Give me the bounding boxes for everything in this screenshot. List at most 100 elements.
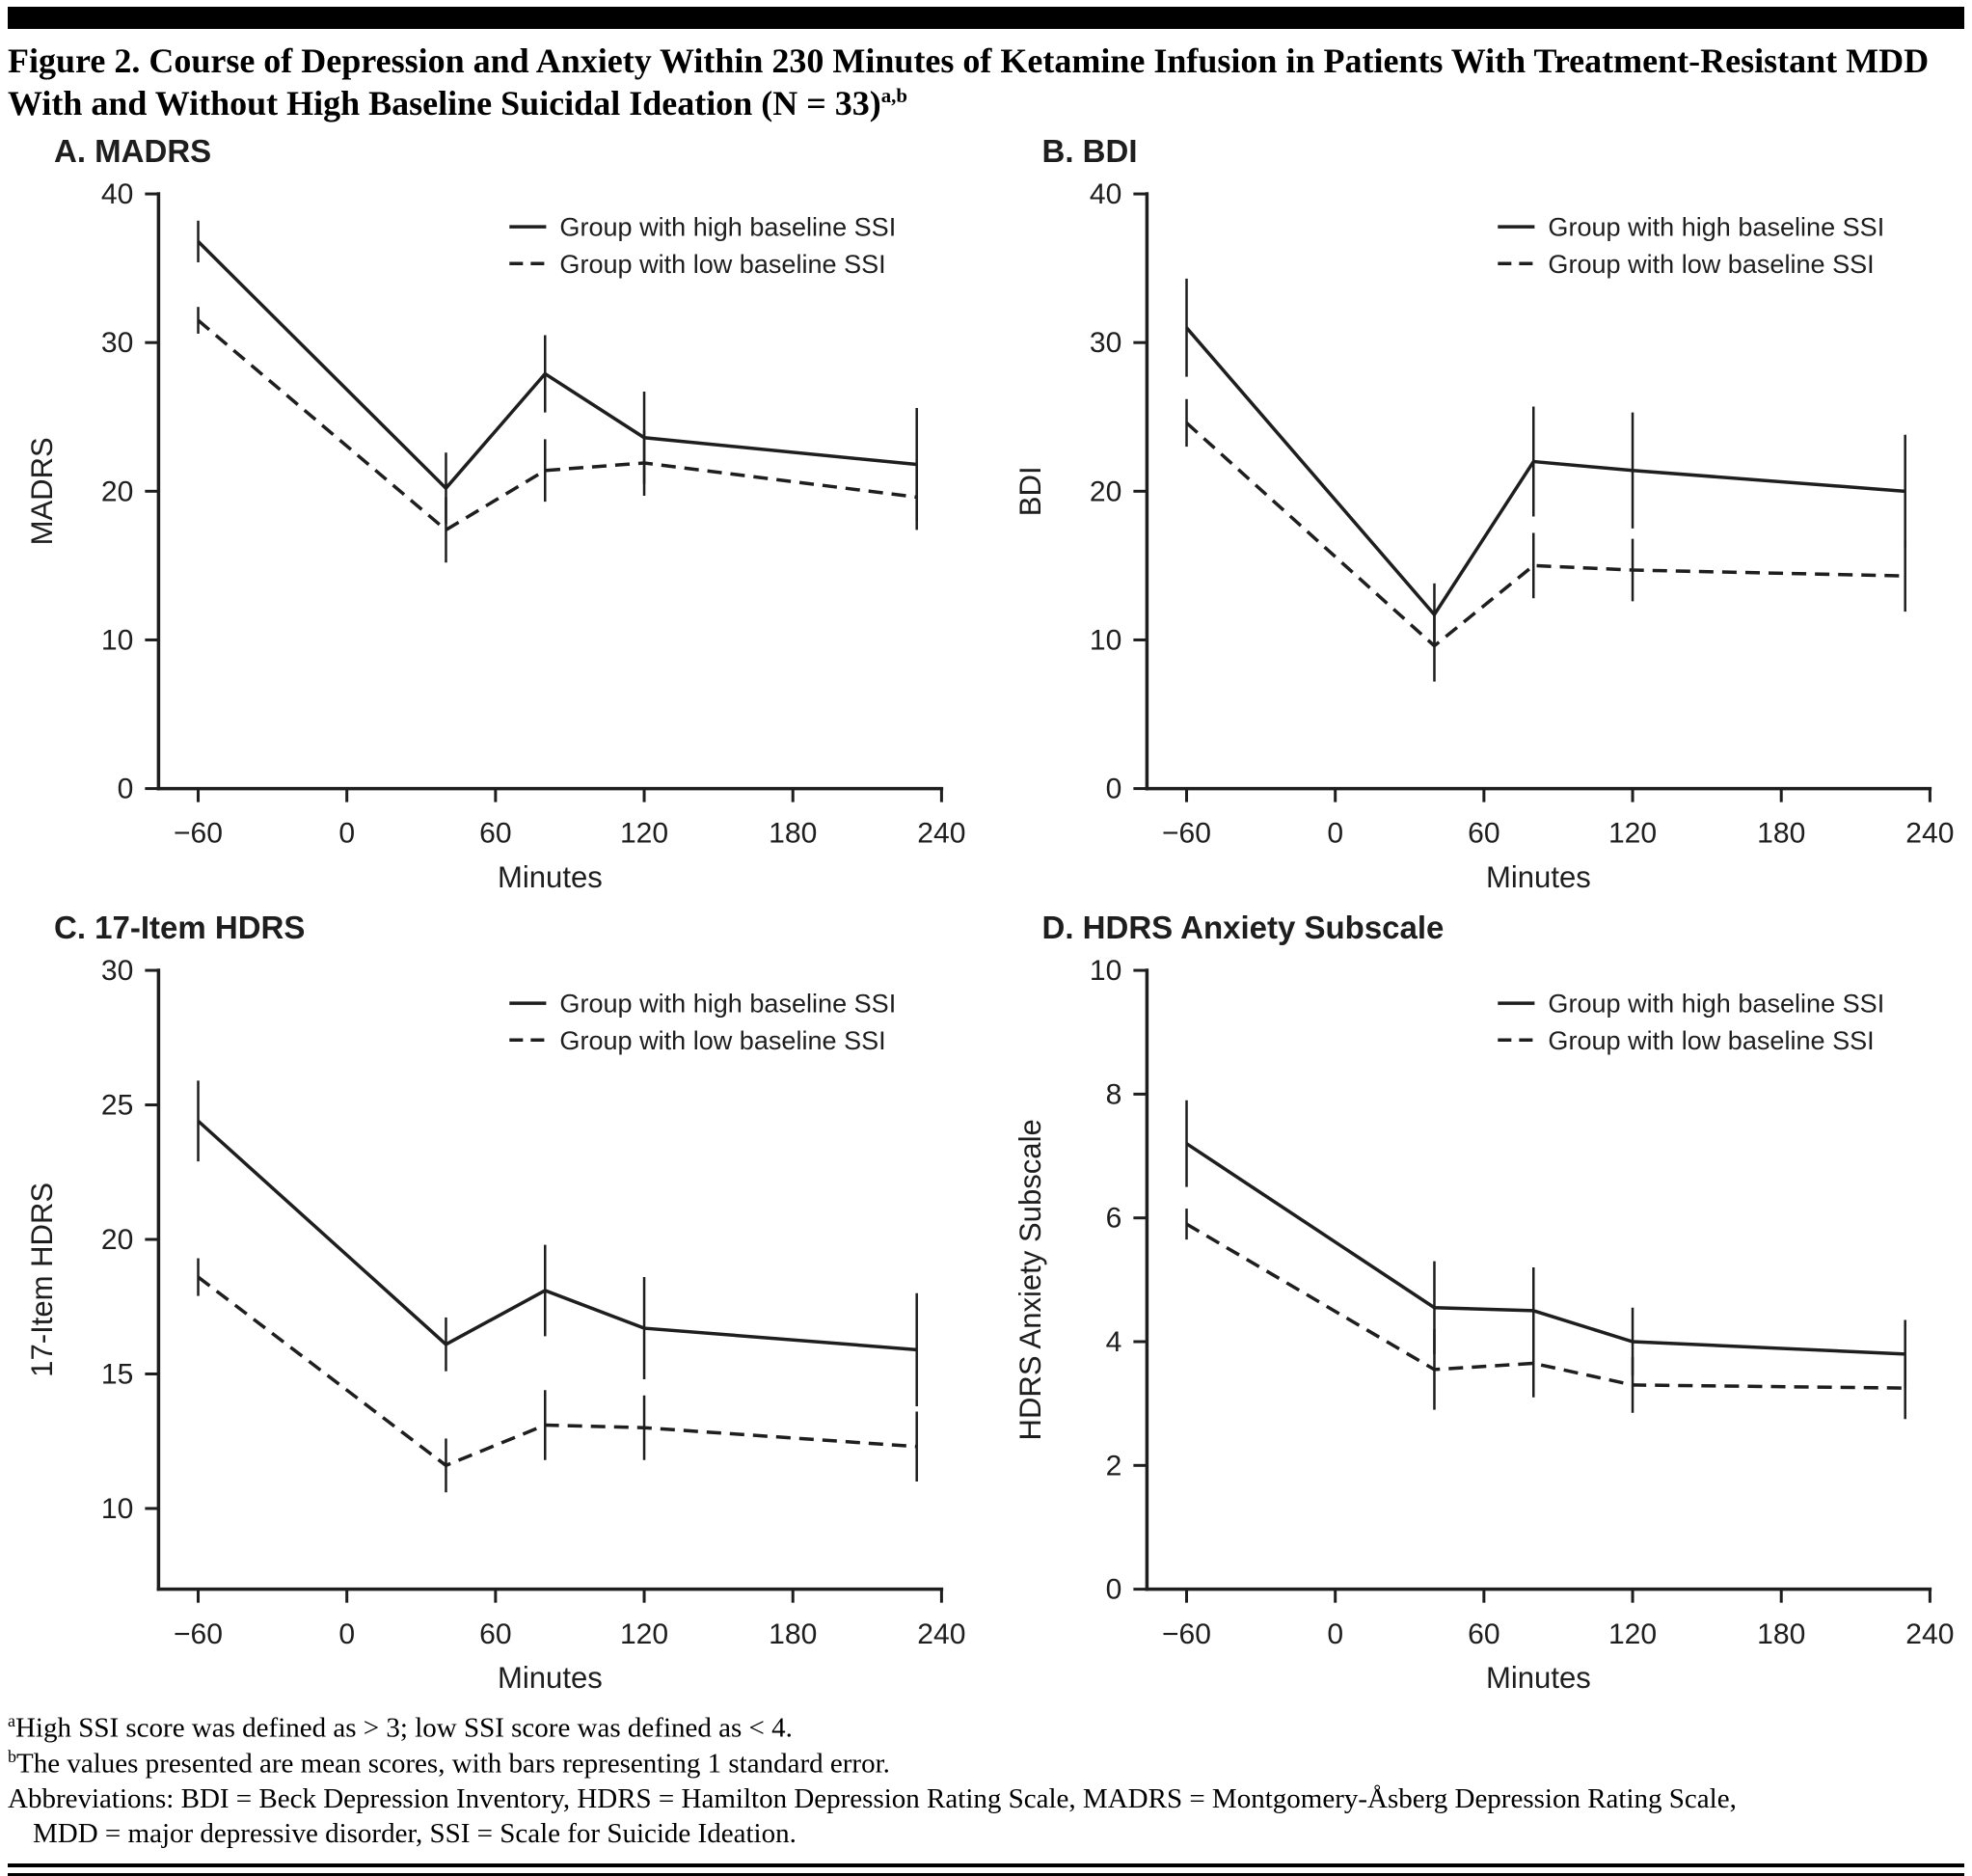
chart-A: 0 10 20 30 40 −60 0 60 120 180 240 MADRS Minutes Grou… [25,178,965,894]
legend-label: Group with high baseline SSI [1548,989,1884,1018]
x-tick-label: 0 [1327,818,1343,850]
x-axis-title: Minutes [498,860,603,894]
series-low-ssi-line [1184,421,1905,648]
series-low-ssi-line [197,1275,917,1467]
x-axis: −60 0 60 120 180 240 [174,788,965,850]
axes [156,192,944,791]
y-tick-label: 40 [1089,178,1121,210]
panel-title-B: B. BDI [1041,132,1138,169]
series-high-ssi-line [197,239,917,491]
legend: Group with high baseline SSI Group with l… [509,989,896,1054]
y-axis: 0 10 20 30 40 [101,178,159,804]
error-bars-low-ssi [1184,398,1906,682]
figure-title-line1: Figure 2. Course of Depression and Anxie… [8,41,1930,80]
error-bars-low-ssi [197,1258,918,1492]
x-tick-label: 120 [620,1618,668,1649]
error-bars-high-ssi [1184,1100,1906,1388]
y-tick-label: 20 [1089,476,1121,507]
x-tick-label: 180 [1757,1618,1805,1649]
chart-D: 0 2 4 6 8 10 −60 0 60 120 180 240 HDRS Anxiety Subsc… [1013,955,1954,1695]
series-high-ssi-line [1184,326,1905,617]
footnote-text: High SSI score was defined as > 3; low S… [14,1712,793,1744]
axes [156,967,944,1591]
y-tick-label: 20 [101,1224,133,1256]
y-tick-label: 8 [1105,1078,1121,1110]
chart-C: 10 15 20 25 30 −60 0 60 120 180 240 17-Item HDRS Min… [25,955,965,1695]
panel-B: B. BDI 0 10 20 30 40 −60 0 60 120 180 240 BDI Minutes… [992,129,1969,900]
x-tick-label: 60 [1468,1618,1499,1649]
x-axis: −60 0 60 120 180 240 [174,1589,965,1649]
x-axis-title: Minutes [498,1661,603,1695]
x-tick-label: 180 [1757,818,1805,850]
legend-label: Group with high baseline SSI [559,212,896,241]
legend-label: Group with low baseline SSI [559,250,885,279]
series-low-ssi-line [197,318,917,532]
x-axis-title: Minutes [1486,860,1591,894]
footnote-2: bThe values presented are mean scores, w… [8,1746,1962,1782]
y-axis-title: HDRS Anxiety Subscale [1013,1119,1047,1440]
x-tick-label: 180 [769,1618,817,1649]
x-tick-label: −60 [174,1618,223,1649]
y-tick-label: 40 [101,178,133,210]
x-tick-label: −60 [1162,1618,1211,1649]
y-tick-label: 2 [1105,1450,1121,1482]
footnote-text: The values presented are mean scores, wi… [15,1748,890,1780]
footnote-superscript: b [8,1747,16,1767]
x-tick-label: 240 [1905,1618,1954,1649]
error-bars-low-ssi [197,307,918,563]
footnotes: aHigh SSI score was defined as > 3; low … [8,1710,1962,1852]
footnote-1: aHigh SSI score was defined as > 3; low … [8,1710,1962,1747]
y-tick-label: 10 [1089,955,1121,987]
legend: Group with high baseline SSI Group with l… [1497,989,1884,1054]
footnote-text: Abbreviations: BDI = Beck Depression Inv… [8,1782,1737,1814]
legend-label: Group with high baseline SSI [559,989,896,1018]
error-bars-high-ssi [197,1080,918,1406]
x-tick-label: −60 [174,818,223,850]
y-tick-label: 15 [101,1358,133,1390]
y-tick-label: 10 [1089,624,1121,656]
panel-C: C. 17-Item HDRS 10 15 20 25 30 −60 0 60 120 180 240… [4,906,981,1700]
x-tick-label: 60 [479,818,511,850]
x-tick-label: −60 [1162,818,1211,850]
charts-grid: A. MADRS 0 10 20 30 40 −60 0 60 120 180 240 MADRS Min… [0,129,1972,1700]
axes [1145,967,1931,1591]
y-tick-label: 0 [1105,1573,1121,1605]
legend-label: Group with high baseline SSI [1548,212,1884,241]
y-axis: 0 2 4 6 8 10 [1089,955,1147,1605]
figure-title-line2: With and Without High Baseline Suicidal … [8,83,881,122]
legend-label: Group with low baseline SSI [559,1025,885,1054]
series-low-ssi-line [1185,1222,1905,1390]
bottom-rule [8,1862,1964,1876]
y-tick-label: 6 [1105,1202,1121,1234]
chart-B: 0 10 20 30 40 −60 0 60 120 180 240 BDI Minutes Group … [1013,178,1954,894]
legend-label: Group with low baseline SSI [1548,250,1874,279]
series-high-ssi-line [1185,1141,1905,1356]
footnote-superscript: a [8,1710,15,1730]
top-rule [8,7,1964,29]
footnote-3-cont: MDD = major depressive disorder, SSI = S… [33,1817,1962,1852]
panel-title-A: A. MADRS [54,132,212,169]
panel-title-D: D. HDRS Anxiety Subscale [1041,909,1445,945]
x-axis: −60 0 60 120 180 240 [1162,788,1954,850]
y-axis-title: MADRS [25,437,59,545]
x-tick-label: 240 [917,818,965,850]
x-tick-label: 180 [769,818,817,850]
figure-title-superscript: a,b [880,83,907,107]
footnote-3: Abbreviations: BDI = Beck Depression Inv… [8,1782,1962,1817]
panel-title-C: C. 17-Item HDRS [54,909,306,945]
figure-page: Figure 2. Course of Depression and Anxie… [0,7,1972,1876]
x-tick-label: 0 [338,818,355,850]
legend-label: Group with low baseline SSI [1548,1025,1874,1054]
legend: Group with high baseline SSI Group with l… [509,212,896,279]
figure-title: Figure 2. Course of Depression and Anxie… [8,41,1962,125]
y-tick-label: 30 [101,327,133,359]
x-tick-label: 240 [917,1618,965,1649]
y-axis-title: 17-Item HDRS [25,1183,59,1377]
x-axis: −60 0 60 120 180 240 [1162,1589,1954,1649]
y-tick-label: 0 [118,773,134,804]
x-tick-label: 0 [338,1618,355,1649]
axes [1145,192,1931,791]
x-axis-title: Minutes [1486,1661,1591,1695]
y-tick-label: 0 [1105,773,1121,804]
x-tick-label: 0 [1327,1618,1343,1649]
